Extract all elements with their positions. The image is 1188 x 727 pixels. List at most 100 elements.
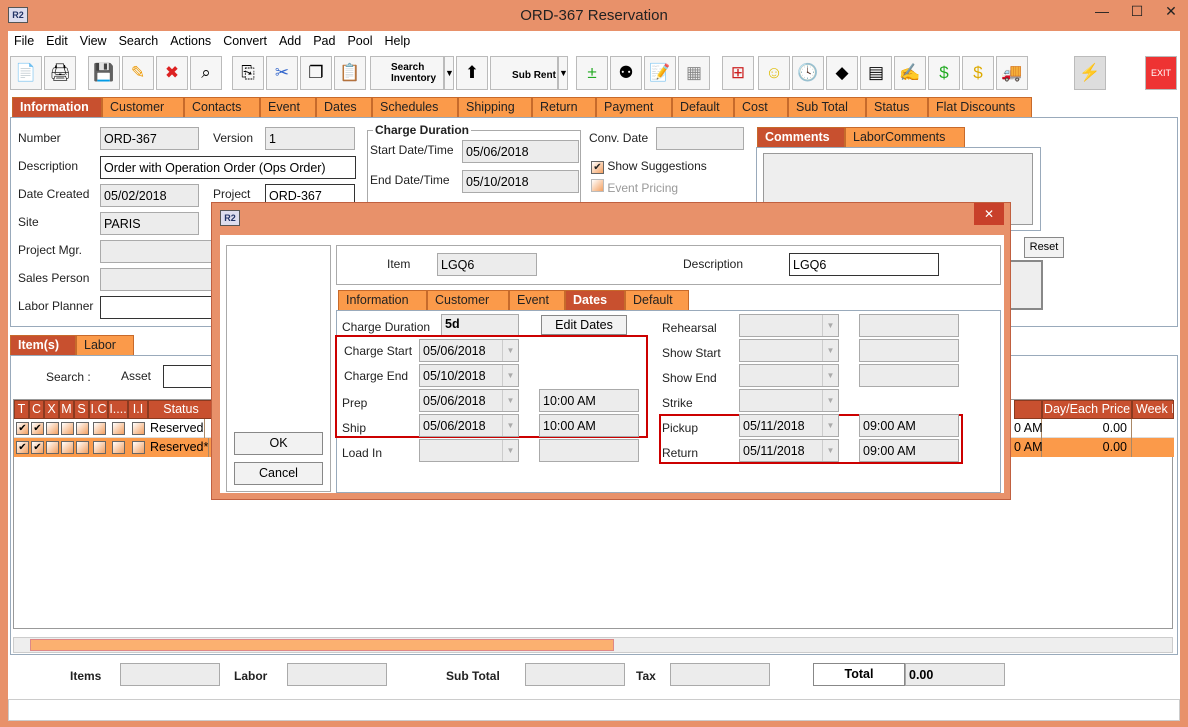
show-end-time-field[interactable] — [859, 364, 959, 387]
strike-date-field[interactable]: ▼ — [739, 389, 839, 412]
menu-add[interactable]: Add — [278, 34, 302, 48]
menu-pad[interactable]: Pad — [313, 34, 336, 48]
menu-help[interactable]: Help — [384, 34, 411, 48]
tab-event[interactable]: Event — [260, 97, 316, 117]
column-header[interactable]: Day/Each Price — [1042, 400, 1132, 419]
payment-icon[interactable]: $ — [962, 56, 994, 90]
pool-icon[interactable]: ⚉ — [610, 56, 642, 90]
tab-status[interactable]: Status — [866, 97, 928, 117]
scrollbar-thumb[interactable] — [30, 639, 614, 651]
dialog-tab-event[interactable]: Event — [509, 290, 565, 310]
chevron-down-icon[interactable]: ▼ — [822, 315, 838, 336]
menu-edit[interactable]: Edit — [46, 34, 68, 48]
menu-view[interactable]: View — [79, 34, 107, 48]
show-suggestions-checkbox[interactable]: ✔ Show Suggestions — [591, 159, 707, 174]
chevron-down-icon[interactable]: ▼ — [502, 365, 518, 386]
dialog-tab-default[interactable]: Default — [625, 290, 689, 310]
chevron-down-icon[interactable]: ▼ — [502, 340, 518, 361]
eraser-icon[interactable]: ◆ — [826, 56, 858, 90]
charge-end-field[interactable]: 05/10/2018 ▼ — [419, 364, 519, 387]
load-in-time-field[interactable] — [539, 439, 639, 462]
tab-return[interactable]: Return — [532, 97, 596, 117]
tab-schedules[interactable]: Schedules — [372, 97, 458, 117]
new-icon[interactable]: 📄 — [10, 56, 42, 90]
maximize-button[interactable]: ☐ — [1130, 3, 1144, 19]
tab-sub-total[interactable]: Sub Total — [788, 97, 866, 117]
smiley-icon[interactable]: ☺ — [758, 56, 790, 90]
show-start-date-field[interactable]: ▼ — [739, 339, 839, 362]
tab-contacts[interactable]: Contacts — [184, 97, 260, 117]
x-checkbox[interactable] — [46, 422, 59, 435]
column-header[interactable]: T — [14, 400, 29, 419]
s-checkbox[interactable] — [76, 422, 89, 435]
save-icon[interactable]: 💾 — [88, 56, 120, 90]
menu-pool[interactable]: Pool — [347, 34, 373, 48]
chevron-down-icon[interactable]: ▼ — [822, 365, 838, 386]
ii-checkbox[interactable] — [132, 441, 145, 454]
menu-convert[interactable]: Convert — [223, 34, 267, 48]
i-checkbox[interactable] — [112, 441, 125, 454]
menu-file[interactable]: File — [14, 34, 35, 48]
dialog-close-button[interactable]: ✕ — [974, 203, 1004, 225]
grid-icon[interactable]: ▤ — [860, 56, 892, 90]
column-header[interactable]: Week P — [1132, 400, 1174, 419]
charge-start-field[interactable]: 05/06/2018 ▼ — [419, 339, 519, 362]
x-checkbox[interactable] — [46, 441, 59, 454]
dialog-tab-dates[interactable]: Dates — [565, 290, 625, 310]
rehearsal-time-field[interactable] — [859, 314, 959, 337]
print-icon[interactable]: 🖨 — [44, 56, 76, 90]
edit-dates-button[interactable]: Edit Dates — [541, 315, 627, 335]
m-checkbox[interactable] — [61, 422, 74, 435]
chevron-down-icon[interactable]: ▼ — [502, 440, 518, 461]
description-field[interactable]: Order with Operation Order (Ops Order) — [100, 156, 356, 179]
start-field[interactable]: 05/06/2018 — [462, 140, 579, 163]
tab-flat-discounts[interactable]: Flat Discounts — [928, 97, 1032, 117]
show-end-date-field[interactable]: ▼ — [739, 364, 839, 387]
hierarchy-icon[interactable]: ⊞ — [722, 56, 754, 90]
notes-icon[interactable]: 📝 — [644, 56, 676, 90]
column-header[interactable]: Status — [148, 400, 214, 419]
tab-default[interactable]: Default — [672, 97, 734, 117]
cut-icon[interactable]: ✂ — [266, 56, 298, 90]
rehearsal-date-field[interactable]: ▼ — [739, 314, 839, 337]
prep-time-field[interactable]: 10:00 AM — [539, 389, 639, 412]
money-icon[interactable]: $ — [928, 56, 960, 90]
column-header[interactable] — [1014, 400, 1042, 419]
t-checkbox[interactable]: ✔ — [16, 422, 29, 435]
delete-icon[interactable]: ✖ — [156, 56, 188, 90]
dialog-tab-information[interactable]: Information — [338, 290, 427, 310]
chevron-down-icon[interactable]: ▼ — [822, 415, 838, 436]
close-button[interactable]: ✕ — [1165, 3, 1177, 19]
column-header[interactable]: I.I — [128, 400, 148, 419]
pickup-time-field[interactable]: 09:00 AM — [859, 414, 959, 437]
tab-dates[interactable]: Dates — [316, 97, 372, 117]
sub-rent-button[interactable]: Sub Rent — [490, 56, 558, 90]
tab-information[interactable]: Information — [12, 97, 102, 117]
version-field[interactable]: 1 — [265, 127, 355, 150]
search-inventory-dropdown[interactable]: ▼ — [444, 56, 454, 90]
exit-button[interactable]: EXIT — [1145, 56, 1177, 90]
sub-rent-dropdown[interactable]: ▼ — [558, 56, 568, 90]
ship-time-field[interactable]: 10:00 AM — [539, 414, 639, 437]
chevron-down-icon[interactable]: ▼ — [502, 390, 518, 411]
c-checkbox[interactable]: ✔ — [31, 441, 44, 454]
load-in-date-field[interactable]: ▼ — [419, 439, 519, 462]
tab-customer[interactable]: Customer — [102, 97, 184, 117]
c-checkbox[interactable]: ✔ — [31, 422, 44, 435]
horizontal-scrollbar[interactable] — [13, 637, 1173, 653]
ok-button[interactable]: OK — [234, 432, 323, 455]
tab-labor[interactable]: Labor — [76, 335, 134, 355]
dialog-tab-customer[interactable]: Customer — [427, 290, 509, 310]
sales-person-field[interactable] — [100, 268, 220, 291]
column-header[interactable]: C — [29, 400, 44, 419]
schedule-icon[interactable]: 🕓 — [792, 56, 824, 90]
menu-actions[interactable]: Actions — [170, 34, 212, 48]
project-field[interactable]: ORD-367 — [265, 184, 355, 207]
tab-shipping[interactable]: Shipping — [458, 97, 532, 117]
prep-date-field[interactable]: 05/06/2018 ▼ — [419, 389, 519, 412]
cancel-button[interactable]: Cancel — [234, 462, 323, 485]
ship-date-field[interactable]: 05/06/2018 ▼ — [419, 414, 519, 437]
column-header[interactable]: S — [74, 400, 89, 419]
tab-payment[interactable]: Payment — [596, 97, 672, 117]
end-field[interactable]: 05/10/2018 — [462, 170, 579, 193]
